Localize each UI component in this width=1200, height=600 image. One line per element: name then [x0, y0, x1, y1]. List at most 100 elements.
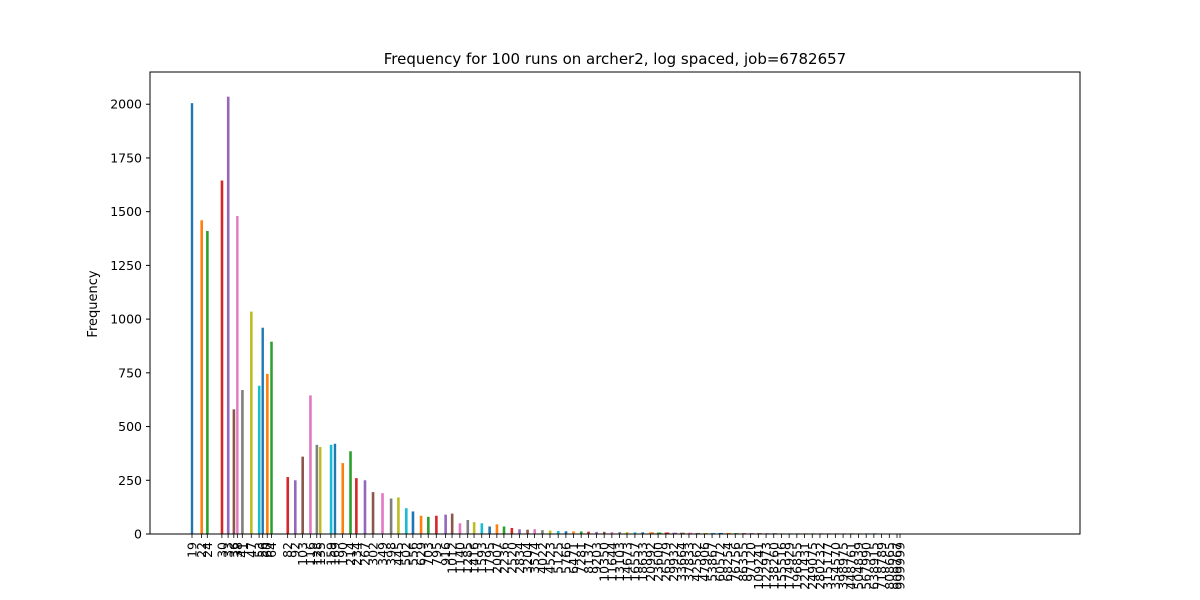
- y-tick-label-2000: 2000: [110, 97, 142, 112]
- x-tick-label-155516: 155516: [774, 542, 789, 590]
- x-tick-label-6471: 6471: [566, 542, 581, 574]
- bar-2520: [510, 527, 514, 534]
- x-tick-label-3204: 3204: [520, 542, 535, 574]
- x-tick-label-60572: 60572: [712, 542, 727, 582]
- x-tick-label-398975: 398975: [836, 542, 851, 590]
- bar-26579: [664, 532, 670, 534]
- x-tick-label-3574: 3574: [527, 542, 542, 574]
- x-tick-label-795: 795: [429, 542, 444, 566]
- bar-3574: [533, 529, 537, 534]
- x-tick-label-159: 159: [323, 542, 338, 566]
- x-tick-label-174929: 174929: [782, 542, 797, 590]
- bar-22: [200, 220, 203, 534]
- bar-8137: [587, 531, 590, 534]
- bar-349: [381, 493, 384, 534]
- x-tick-label-26579: 26579: [658, 542, 673, 582]
- y-tick-label-1750: 1750: [110, 150, 142, 165]
- x-tick-label-445: 445: [391, 542, 406, 566]
- x-tick-label-29932: 29932: [666, 542, 681, 582]
- bar-214: [349, 451, 352, 534]
- x-tick-label-47906: 47906: [697, 542, 712, 582]
- bar-13103: [618, 532, 621, 534]
- x-tick-label-36: 36: [226, 542, 241, 558]
- x-tick-label-169: 169: [327, 542, 342, 566]
- bar-159: [329, 444, 333, 534]
- bar-11644: [610, 532, 614, 534]
- bar-703: [427, 516, 430, 534]
- y-axis-label: Frequency: [86, 270, 101, 337]
- plot-background: [150, 72, 1080, 534]
- x-tick-label-8137: 8137: [581, 542, 596, 574]
- x-tick-label-2236: 2236: [496, 542, 511, 574]
- x-tick-label-354570: 354570: [828, 542, 843, 590]
- chart-title: Frequency for 100 runs on archer2, log s…: [384, 50, 846, 68]
- bar-9203: [595, 531, 598, 534]
- x-tick-label-11644: 11644: [604, 542, 619, 582]
- x-tick-label-190: 190: [335, 542, 350, 566]
- bar-234: [355, 478, 358, 534]
- bar-4022: [541, 530, 544, 534]
- bar-47906: [703, 532, 708, 534]
- x-tick-label-18633: 18633: [635, 542, 650, 582]
- x-tick-label-909767: 909767: [890, 542, 905, 590]
- x-tick-label-1012: 1012: [445, 542, 460, 574]
- x-tick-label-398: 398: [384, 542, 399, 566]
- bar-19: [190, 103, 194, 534]
- x-tick-label-2834: 2834: [512, 542, 527, 574]
- bar-6471: [572, 531, 575, 534]
- bar-23600: [656, 532, 662, 534]
- x-tick-label-504839: 504839: [851, 542, 866, 590]
- plot-frame: [149, 71, 1081, 535]
- bar-30: [220, 180, 224, 534]
- bar-169: [333, 443, 337, 534]
- bar-398: [389, 498, 393, 534]
- bar-795: [435, 515, 438, 534]
- x-tick-label-14673: 14673: [620, 542, 635, 582]
- bar-916: [444, 514, 447, 534]
- bar-33664: [680, 532, 685, 534]
- x-tick-label-1795: 1795: [482, 542, 497, 574]
- bar-10350: [602, 531, 606, 534]
- bar-2834: [518, 529, 521, 534]
- x-tick-label-82: 82: [280, 542, 295, 558]
- x-tick-label-2007: 2007: [489, 542, 504, 574]
- x-tick-label-196855: 196855: [789, 542, 804, 590]
- x-tick-label-68254: 68254: [720, 542, 735, 582]
- x-tick-label-22: 22: [194, 542, 209, 558]
- x-tick-label-23600: 23600: [651, 542, 666, 582]
- bar-629: [419, 515, 423, 534]
- y-tick-label-0: 0: [134, 527, 142, 542]
- x-tick-label-5766: 5766: [558, 542, 573, 574]
- x-tick-label-103: 103: [295, 542, 310, 566]
- x-tick-label-86355: 86355: [735, 542, 750, 582]
- bar-82: [286, 477, 290, 534]
- bar-42562: [695, 532, 701, 534]
- y-tick-label-500: 500: [118, 419, 142, 434]
- bar-5125: [556, 530, 560, 534]
- x-tick-label-109241: 109241: [751, 542, 766, 590]
- bars-group: [190, 96, 1039, 535]
- bar-53: [257, 385, 261, 534]
- x-tick-label-302: 302: [365, 542, 380, 566]
- x-tick-label-4022: 4022: [535, 542, 550, 574]
- x-tick-label-38: 38: [230, 542, 245, 558]
- bar-1593: [480, 523, 484, 534]
- bar-92: [293, 480, 297, 534]
- x-tick-label-349: 349: [375, 542, 390, 566]
- x-tick-label-221431: 221431: [797, 542, 812, 590]
- x-tick-label-703: 703: [421, 542, 436, 566]
- x-tick-label-2520: 2520: [504, 542, 519, 574]
- x-tick-label-53: 53: [252, 542, 267, 558]
- x-tick-label-135: 135: [313, 542, 328, 566]
- bar-3204: [526, 529, 529, 534]
- bar-64: [270, 341, 273, 534]
- bar-33: [226, 96, 230, 535]
- x-tick-label-234: 234: [349, 542, 364, 566]
- x-tick-label-41: 41: [235, 542, 250, 558]
- y-tick-label-1500: 1500: [110, 204, 142, 219]
- bar-1140: [458, 523, 462, 534]
- bar-24: [206, 231, 209, 534]
